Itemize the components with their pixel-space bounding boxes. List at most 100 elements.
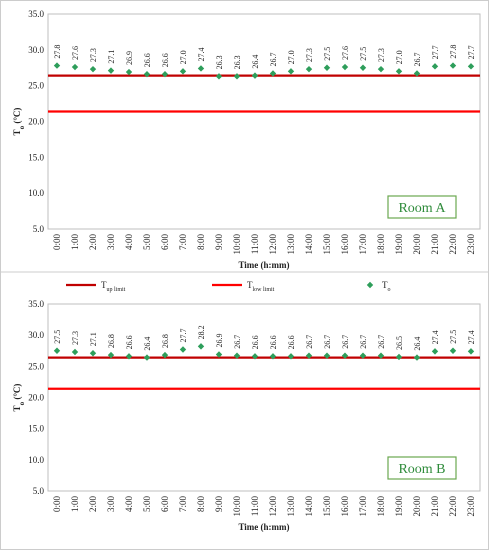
x-tick-label: 16:00	[340, 234, 350, 255]
data-point	[431, 348, 439, 355]
data-point	[179, 346, 187, 353]
x-tick-label: 3:00	[106, 234, 116, 251]
room-label: Room A	[398, 201, 446, 216]
x-tick-label: 17:00	[358, 496, 368, 517]
x-tick-label: 20:00	[412, 496, 422, 517]
data-point	[287, 353, 295, 360]
room-label-box	[387, 456, 457, 480]
data-label: 26.4	[251, 55, 260, 69]
y-tick-label: 20.0	[28, 393, 44, 403]
data-point	[233, 73, 241, 80]
data-point	[413, 354, 421, 361]
data-label: 27.4	[197, 47, 206, 61]
panel-room-a: To (°C) Time (h:mm) Room A 5.0 10.0 15.0 20…	[12, 9, 481, 270]
x-tick-label: 3:00	[106, 496, 116, 513]
x-tick-label: 15:00	[322, 234, 332, 255]
y-tick-label: 20.0	[28, 117, 44, 127]
data-label: 28.2	[197, 325, 206, 339]
data-label: 27.7	[467, 45, 476, 59]
data-point	[323, 64, 331, 71]
data-label: 26.7	[377, 335, 386, 349]
y-axis-title: To (°C)	[12, 384, 26, 412]
y-tick-label: 15.0	[28, 424, 44, 434]
x-tick-label: 13:00	[286, 496, 296, 517]
y-axis-title-text: To (°C)	[12, 384, 26, 412]
data-point	[413, 70, 421, 77]
data-label: 27.6	[71, 46, 80, 60]
data-label: 26.7	[305, 335, 314, 349]
data-point	[377, 352, 385, 359]
x-tick-label: 18:00	[376, 234, 386, 255]
data-point	[395, 353, 403, 361]
legend-label: To	[382, 280, 391, 293]
data-label: 27.0	[287, 50, 296, 64]
x-tick-label: 8:00	[196, 234, 206, 251]
data-point	[341, 63, 349, 71]
y-tick-label: 25.0	[28, 361, 44, 371]
data-point	[251, 353, 259, 360]
y-tick-label: 35.0	[28, 9, 44, 19]
data-point	[287, 68, 295, 75]
x-tick-label: 19:00	[394, 496, 404, 517]
x-tick-label: 10:00	[232, 234, 242, 255]
x-tick-label: 1:00	[70, 496, 80, 513]
legend-label: Tlow limit	[247, 280, 275, 293]
data-point	[341, 352, 349, 359]
data-point	[359, 64, 367, 71]
data-point	[53, 347, 61, 354]
data-point	[449, 347, 457, 354]
x-tick-label: 7:00	[178, 234, 188, 251]
data-label: 27.5	[449, 330, 458, 344]
data-label: 26.6	[251, 335, 260, 349]
data-label: 26.7	[269, 52, 278, 66]
x-tick-label: 17:00	[358, 234, 368, 255]
data-point	[107, 67, 115, 74]
y-axis-title: To (°C)	[12, 108, 26, 136]
x-tick-label: 6:00	[160, 234, 170, 251]
plot-area	[47, 303, 481, 492]
data-point	[215, 73, 223, 80]
legend-label: Tup limit	[101, 280, 126, 293]
x-tick-label: 9:00	[214, 496, 224, 513]
data-label: 26.4	[413, 337, 422, 351]
x-tick-label: 8:00	[196, 496, 206, 513]
x-tick-label: 21:00	[430, 496, 440, 517]
x-tick-label: 20:00	[412, 234, 422, 255]
data-point	[71, 348, 79, 356]
x-tick-label: 22:00	[448, 234, 458, 255]
data-label: 26.7	[341, 335, 350, 349]
x-axis-title: Time (h:mm)	[238, 260, 289, 270]
data-point	[251, 72, 259, 79]
x-tick-label: 14:00	[304, 234, 314, 255]
data-label: 27.8	[449, 45, 458, 59]
data-label: 27.4	[431, 330, 440, 344]
data-point	[143, 71, 151, 78]
data-point	[53, 62, 61, 69]
x-tick-label: 16:00	[340, 496, 350, 517]
data-point	[431, 63, 439, 70]
data-label: 26.7	[359, 335, 368, 349]
data-label: 26.8	[161, 334, 170, 348]
data-point	[233, 352, 241, 359]
data-label: 27.3	[89, 48, 98, 62]
data-point	[215, 351, 223, 358]
data-label: 27.8	[53, 45, 62, 59]
x-tick-label: 6:00	[160, 496, 170, 513]
x-tick-label: 23:00	[466, 234, 476, 255]
data-point	[269, 353, 277, 360]
y-axis-title-text: To (°C)	[12, 108, 26, 136]
panel-room-b: To (°C) Time (h:mm) Room B 5.0 10.0 15.0 20…	[12, 299, 481, 532]
data-label: 27.0	[179, 50, 188, 64]
room-label-box	[387, 195, 457, 219]
data-point	[449, 62, 457, 69]
data-point	[359, 352, 367, 359]
data-point	[179, 68, 187, 75]
data-label: 26.6	[125, 335, 134, 349]
data-point	[395, 68, 403, 75]
data-point	[143, 354, 151, 361]
y-tick-label: 5.0	[33, 486, 45, 496]
data-label: 26.7	[323, 335, 332, 349]
x-tick-label: 12:00	[268, 496, 278, 517]
data-label: 27.3	[71, 331, 80, 345]
data-label: 26.3	[215, 55, 224, 69]
